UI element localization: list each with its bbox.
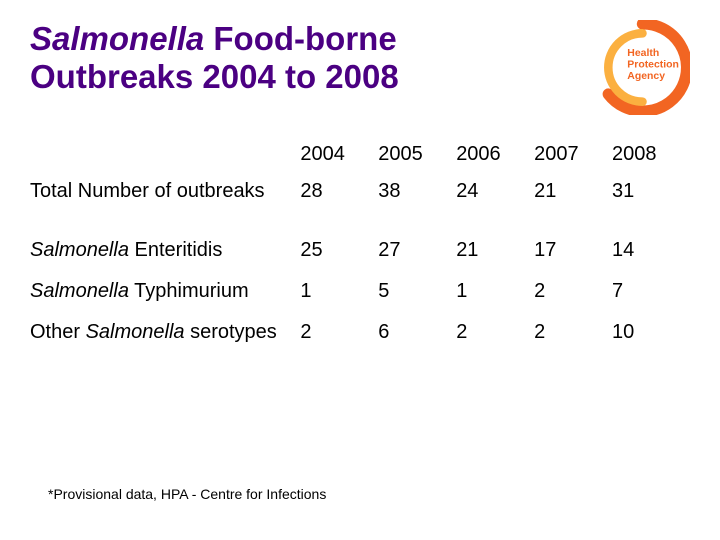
table-row: Salmonella Typhimurium 1 5 1 2 7 xyxy=(30,280,690,321)
species-rest: Typhimurium xyxy=(129,280,249,302)
cell: 2 xyxy=(456,321,534,344)
cell: 17 xyxy=(534,239,612,280)
col-header-2004: 2004 xyxy=(300,143,378,180)
row-label: Salmonella Typhimurium xyxy=(30,280,300,321)
cell: 2 xyxy=(534,280,612,321)
slide: Salmonella Food-borne Outbreaks 2004 to … xyxy=(0,0,720,540)
logo-text-1: Health xyxy=(627,48,659,59)
title-block: Salmonella Food-borne Outbreaks 2004 to … xyxy=(30,20,595,96)
logo-text-2: Protection xyxy=(627,60,679,71)
cell: 7 xyxy=(612,280,690,321)
species-rest: Enteritidis xyxy=(129,239,222,261)
cell: 38 xyxy=(378,180,456,239)
row-label: Salmonella Enteritidis xyxy=(30,239,300,280)
label-rest: serotypes xyxy=(185,321,277,343)
row-label: Other Salmonella serotypes xyxy=(30,321,300,344)
cell: 28 xyxy=(300,180,378,239)
col-header-2006: 2006 xyxy=(456,143,534,180)
slide-title: Salmonella Food-borne Outbreaks 2004 to … xyxy=(30,20,585,96)
data-table-container: 2004 2005 2006 2007 2008 Total Number of… xyxy=(30,143,690,344)
table-header-row: 2004 2005 2006 2007 2008 xyxy=(30,143,690,180)
col-header-2008: 2008 xyxy=(612,143,690,180)
hpa-logo-icon: Health Protection Agency xyxy=(595,20,690,115)
col-header-2005: 2005 xyxy=(378,143,456,180)
italic-genus: Salmonella xyxy=(30,239,129,261)
col-header-blank xyxy=(30,143,300,180)
cell: 25 xyxy=(300,239,378,280)
label-prefix: Other xyxy=(30,321,86,343)
cell: 5 xyxy=(378,280,456,321)
title-line2: Outbreaks 2004 to 2008 xyxy=(30,58,399,95)
row-label: Total Number of outbreaks xyxy=(30,180,300,239)
cell: 14 xyxy=(612,239,690,280)
cell: 21 xyxy=(456,239,534,280)
header: Salmonella Food-borne Outbreaks 2004 to … xyxy=(30,20,690,115)
hpa-logo: Health Protection Agency xyxy=(595,20,690,115)
cell: 21 xyxy=(534,180,612,239)
title-line1-rest: Food-borne xyxy=(204,20,396,57)
outbreaks-table: 2004 2005 2006 2007 2008 Total Number of… xyxy=(30,143,690,344)
table-row: Other Salmonella serotypes 2 6 2 2 10 xyxy=(30,321,690,344)
cell: 1 xyxy=(456,280,534,321)
col-header-2007: 2007 xyxy=(534,143,612,180)
cell: 2 xyxy=(534,321,612,344)
table-row: Salmonella Enteritidis 25 27 21 17 14 xyxy=(30,239,690,280)
cell: 10 xyxy=(612,321,690,344)
logo-text-3: Agency xyxy=(627,71,665,82)
cell: 2 xyxy=(300,321,378,344)
cell: 6 xyxy=(378,321,456,344)
cell: 27 xyxy=(378,239,456,280)
footnote: *Provisional data, HPA - Centre for Infe… xyxy=(48,486,326,502)
cell: 31 xyxy=(612,180,690,239)
cell: 1 xyxy=(300,280,378,321)
table-row: Total Number of outbreaks 28 38 24 21 31 xyxy=(30,180,690,239)
italic-genus: Salmonella xyxy=(86,321,185,343)
cell: 24 xyxy=(456,180,534,239)
italic-genus: Salmonella xyxy=(30,280,129,302)
title-italic-word: Salmonella xyxy=(30,20,204,57)
